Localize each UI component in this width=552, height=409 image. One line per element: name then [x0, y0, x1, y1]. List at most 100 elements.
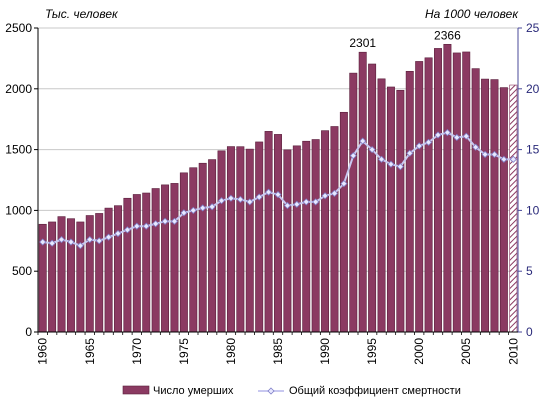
- bar: [386, 86, 395, 333]
- bar: [208, 159, 217, 333]
- right-tick-label: 10: [526, 203, 540, 217]
- left-tick-label: 500: [12, 264, 32, 278]
- rate-point: [443, 129, 451, 137]
- rate-point: [312, 198, 320, 206]
- rate-point: [95, 237, 103, 245]
- bar: [462, 51, 471, 333]
- annotations-group: 2301 2366: [349, 28, 461, 50]
- rate-point: [265, 188, 273, 196]
- right-axis-label: На 1000 человек: [425, 7, 519, 21]
- left-tick-label: 1500: [5, 143, 32, 157]
- rate-point: [368, 146, 376, 154]
- bar: [311, 139, 320, 333]
- x-tick-label: 1960: [36, 338, 50, 365]
- annotation-label: 2366: [434, 28, 461, 42]
- rate-point: [255, 193, 263, 201]
- left-tick-label: 0: [25, 325, 32, 339]
- bar: [76, 221, 85, 333]
- legend-label-rate: Общий коэффициент смертности: [289, 385, 461, 397]
- rate-point: [48, 239, 56, 247]
- x-tick-label: 1965: [83, 338, 97, 365]
- rate-point: [415, 142, 423, 150]
- bar: [161, 184, 170, 333]
- bar: [377, 78, 386, 333]
- bar: [471, 68, 480, 333]
- bar: [339, 111, 348, 333]
- bar: [48, 221, 57, 333]
- rate-point: [349, 152, 357, 160]
- bar: [368, 63, 377, 333]
- bar: [66, 218, 75, 333]
- x-tick-label: 1985: [271, 338, 285, 365]
- bar: [123, 197, 132, 333]
- bar: [236, 146, 245, 333]
- bar: [358, 51, 367, 333]
- rate-point: [387, 160, 395, 168]
- left-tick-label: 1000: [5, 203, 32, 217]
- rate-point: [57, 236, 66, 244]
- rate-point: [453, 133, 461, 142]
- rate-point: [236, 195, 244, 204]
- bar: [264, 131, 273, 333]
- bar: [57, 216, 66, 333]
- rate-point: [283, 201, 291, 210]
- rate-point: [481, 150, 489, 159]
- x-tick-label: 1980: [224, 338, 238, 365]
- bar: [481, 78, 490, 333]
- rate-point: [170, 217, 179, 225]
- rate-point: [359, 137, 367, 145]
- bar: [330, 126, 339, 333]
- x-tick-label: 2010: [506, 338, 520, 365]
- bar: [509, 84, 518, 333]
- right-tick-label: 15: [526, 143, 540, 157]
- bar: [217, 150, 226, 333]
- legend-swatch-rate-marker: [267, 387, 275, 395]
- rate-point: [217, 197, 226, 205]
- bar: [490, 79, 499, 333]
- bar: [321, 130, 330, 333]
- rate-point: [434, 131, 442, 139]
- rate-point: [208, 203, 216, 211]
- annotation-label: 2301: [349, 36, 376, 50]
- rate-point: [189, 206, 197, 214]
- x-tick-label: 1970: [130, 338, 144, 365]
- rate-point: [123, 226, 131, 234]
- rate-point: [152, 220, 160, 228]
- bars-group: [38, 43, 518, 333]
- x-tick-label: 2005: [459, 338, 473, 365]
- rate-point: [462, 132, 470, 140]
- line-group: [39, 129, 517, 250]
- bar: [415, 61, 424, 333]
- rate-point: [133, 222, 141, 230]
- bar: [189, 167, 198, 333]
- left-tick-label: 2500: [5, 21, 32, 35]
- rate-point: [114, 229, 122, 238]
- rate-point: [406, 149, 414, 157]
- rate-point: [86, 236, 94, 244]
- bar: [245, 148, 254, 333]
- bar: [274, 134, 282, 333]
- x-tick-label: 1975: [177, 338, 191, 365]
- right-tick-label: 0: [526, 325, 533, 339]
- x-tick-label: 1995: [365, 338, 379, 365]
- bar: [405, 70, 414, 333]
- rate-point: [161, 217, 169, 225]
- bar: [443, 43, 452, 333]
- rate-point: [274, 191, 282, 199]
- rate-point: [500, 155, 508, 163]
- bar: [95, 213, 104, 333]
- left-tick-label: 2000: [5, 82, 32, 96]
- bar: [132, 194, 141, 333]
- bar: [302, 140, 311, 333]
- axes-group: 0 500 1000 1500 2000 2500 0 5 10 15 20 25 1960 1965 19…: [5, 21, 539, 365]
- right-tick-label: 25: [526, 21, 540, 35]
- bar: [424, 57, 433, 333]
- bar: [283, 149, 292, 333]
- bar: [255, 141, 264, 333]
- rate-point: [227, 194, 235, 202]
- right-tick-label: 5: [526, 264, 533, 278]
- bar: [142, 192, 151, 333]
- bar: [198, 162, 207, 333]
